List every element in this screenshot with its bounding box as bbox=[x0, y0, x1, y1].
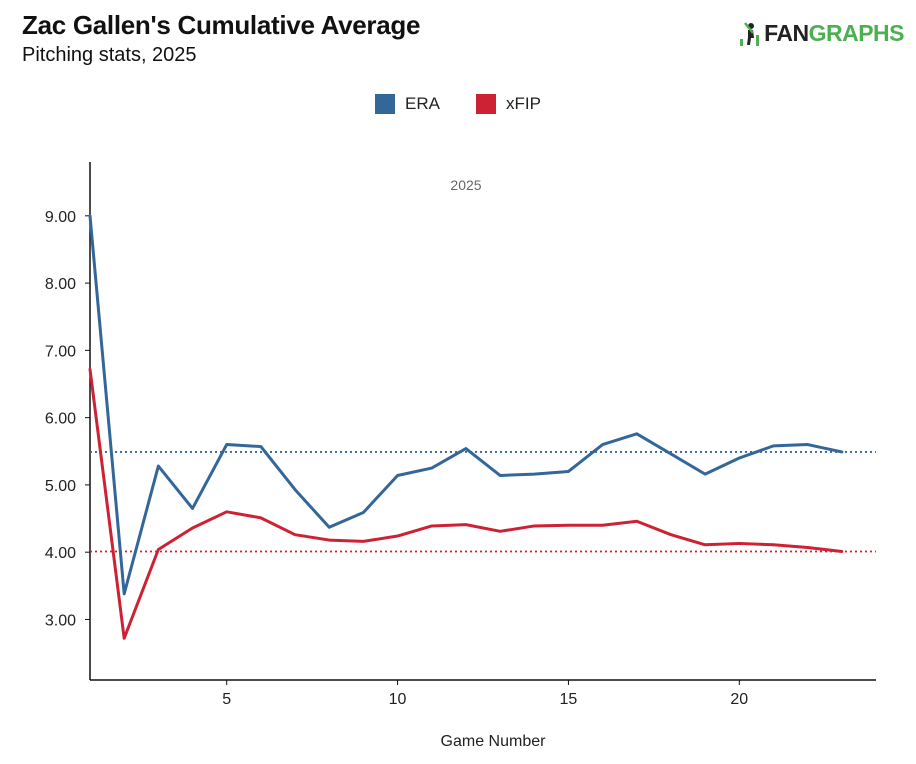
y-tick-label: 7.00 bbox=[45, 343, 76, 360]
y-tick-label: 5.00 bbox=[45, 478, 76, 495]
legend-label-xfip: xFIP bbox=[506, 94, 541, 113]
fangraphs-logo[interactable]: FAN GRAPHS bbox=[736, 20, 905, 47]
chart-subtitle: Pitching stats, 2025 bbox=[22, 44, 197, 66]
x-tick-label: 5 bbox=[222, 691, 231, 708]
x-axis-label: Game Number bbox=[441, 733, 547, 750]
panel-label: 2025 bbox=[450, 177, 481, 193]
y-tick-label: 3.00 bbox=[45, 612, 76, 629]
legend-item-era[interactable]: ERA bbox=[375, 94, 440, 114]
series-line-era bbox=[88, 214, 844, 596]
y-tick-label: 6.00 bbox=[45, 411, 76, 428]
y-tick-label: 4.00 bbox=[45, 545, 76, 562]
batter-icon bbox=[740, 21, 760, 46]
x-tick-label: 10 bbox=[389, 691, 407, 708]
y-tick-label: 9.00 bbox=[45, 209, 76, 226]
x-tick-label: 15 bbox=[560, 691, 578, 708]
x-tick-label: 20 bbox=[730, 691, 748, 708]
series-line-xfip bbox=[88, 367, 844, 640]
legend-item-xfip[interactable]: xFIP bbox=[476, 94, 541, 114]
logo-text-fan: FAN bbox=[764, 20, 809, 46]
legend-swatch-era bbox=[375, 94, 396, 114]
legend: ERA xFIP bbox=[0, 94, 916, 114]
y-tick-label: 8.00 bbox=[45, 276, 76, 293]
legend-label-era: ERA bbox=[405, 94, 440, 113]
logo-text-graphs: GRAPHS bbox=[808, 20, 905, 46]
chart-title: Zac Gallen's Cumulative Average bbox=[22, 10, 421, 40]
legend-swatch-xfip bbox=[476, 94, 496, 114]
